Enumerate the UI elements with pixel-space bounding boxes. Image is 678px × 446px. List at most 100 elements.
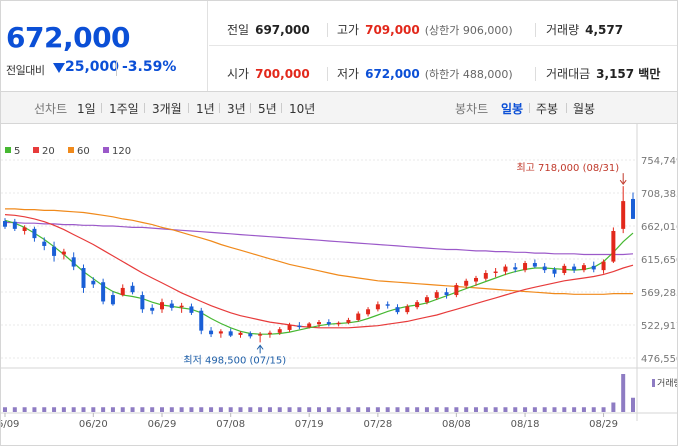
volume-bar	[179, 407, 184, 412]
stat-label: 시가	[227, 67, 250, 81]
volume-bar	[209, 407, 214, 412]
period-5y[interactable]: 5년	[258, 102, 277, 116]
period-tab-bar: 선차트 1일 1주일 3개월 1년 3년 5년 10년 봉차트 일봉 주봉 월봉	[0, 92, 678, 124]
volume-bar	[3, 407, 7, 412]
candle-body	[434, 292, 439, 298]
legend-label: 5	[14, 146, 20, 157]
legend-label: 20	[42, 146, 55, 157]
divider	[219, 103, 220, 113]
candle-weekly[interactable]: 주봉	[536, 102, 559, 116]
stat-sub: (하한가 488,000)	[424, 68, 513, 81]
candle-body	[542, 266, 547, 271]
stat-label: 고가	[337, 23, 360, 37]
volume-bar	[199, 407, 204, 412]
stats-grid: 전일 697,000 고가 709,000 (상한가 906,000) 거래량 4,57…	[209, 1, 677, 91]
candle-body	[52, 246, 57, 256]
divider	[101, 103, 102, 113]
volume-bar	[572, 407, 577, 412]
candle-body	[3, 221, 7, 227]
x-tick-label: 06/09	[1, 419, 19, 430]
volume-bar	[130, 407, 135, 412]
period-1y[interactable]: 1년	[196, 102, 215, 116]
change-row: 전일대비 25,000 -3.59%	[6, 59, 206, 77]
min-arrow-head	[256, 344, 264, 350]
volume-bar	[503, 407, 508, 412]
stat-volume: 거래량 4,577	[546, 21, 623, 37]
legend-swatch	[103, 147, 109, 153]
volume-bar	[336, 407, 341, 412]
candlestick-chart-svg[interactable]: 754,749 708,383 662,016 615,650 569,283 522,9…	[0, 124, 678, 446]
divider	[116, 60, 117, 76]
volume-bar	[91, 407, 96, 412]
stock-chart[interactable]: 754,749 708,383 662,016 615,650 569,283 522,9…	[0, 124, 678, 446]
volume-bar	[218, 407, 223, 412]
volume-bar	[307, 407, 312, 412]
min-annotation: 최저 498,500 (07/15)	[183, 354, 286, 366]
volume-bar	[405, 407, 410, 412]
period-3m[interactable]: 3개월	[152, 102, 182, 116]
divider	[327, 23, 328, 37]
candle-body	[405, 306, 410, 313]
candle-daily[interactable]: 일봉	[501, 102, 524, 116]
divider	[529, 103, 530, 113]
stat-value: 697,000	[255, 23, 310, 37]
moving-average-ma120	[5, 221, 634, 256]
stat-label: 저가	[337, 67, 360, 81]
candle-body	[464, 280, 469, 286]
period-1w[interactable]: 1주일	[109, 102, 139, 116]
candle-body	[287, 324, 292, 330]
candle-body	[169, 303, 174, 308]
period-10y[interactable]: 10년	[289, 102, 316, 116]
volume-bar	[464, 407, 469, 412]
x-tick-label: 08/29	[589, 419, 618, 430]
stat-value: 709,000	[365, 23, 420, 37]
volume-bar	[513, 407, 518, 412]
stat-open: 시가 700,000	[227, 65, 310, 81]
candle-body	[120, 287, 125, 296]
divider	[566, 103, 567, 113]
x-tick-label: 08/18	[511, 419, 540, 430]
stat-value: 672,000	[365, 67, 420, 81]
candle-body	[572, 266, 577, 271]
volume-bar	[395, 407, 400, 412]
period-3y[interactable]: 3년	[227, 102, 246, 116]
volume-bar	[32, 407, 37, 412]
volume-bar	[346, 407, 351, 412]
volume-bar	[81, 407, 86, 412]
stat-label: 거래량	[546, 23, 580, 37]
candle-body	[307, 323, 312, 328]
volume-bar	[52, 407, 57, 412]
candle-body	[228, 331, 233, 336]
candle-body	[611, 230, 616, 262]
divider	[535, 67, 536, 81]
volume-bar	[552, 407, 557, 412]
volume-bar	[415, 407, 420, 412]
candle-monthly[interactable]: 월봉	[573, 102, 596, 116]
volume-bar	[140, 407, 145, 412]
line-chart-label: 선차트	[34, 102, 68, 116]
candle-body	[209, 330, 214, 335]
volume-legend-swatch	[652, 379, 655, 387]
candle-body	[532, 263, 537, 267]
volume-label: 거래량	[657, 377, 677, 389]
candle-body	[277, 329, 282, 333]
volume-bar	[366, 407, 371, 412]
candle-body	[91, 280, 96, 285]
stat-prev-close: 전일 697,000	[227, 21, 310, 37]
x-tick-label: 07/19	[295, 419, 324, 430]
candle-body	[199, 310, 204, 331]
candle-chart-label: 봉차트	[455, 102, 489, 116]
candle-body	[601, 261, 606, 271]
legend-swatch	[68, 147, 74, 153]
legend-label: 120	[112, 146, 131, 157]
candle-body	[395, 307, 400, 313]
candle-body	[474, 277, 478, 282]
y-tick-label: 476,550	[641, 354, 677, 365]
divider	[250, 103, 251, 113]
candle-body	[483, 272, 488, 279]
candle-body	[326, 322, 331, 325]
candle-body	[454, 285, 459, 296]
divider	[209, 45, 677, 46]
volume-bar	[611, 402, 616, 412]
period-1d[interactable]: 1일	[77, 102, 96, 116]
